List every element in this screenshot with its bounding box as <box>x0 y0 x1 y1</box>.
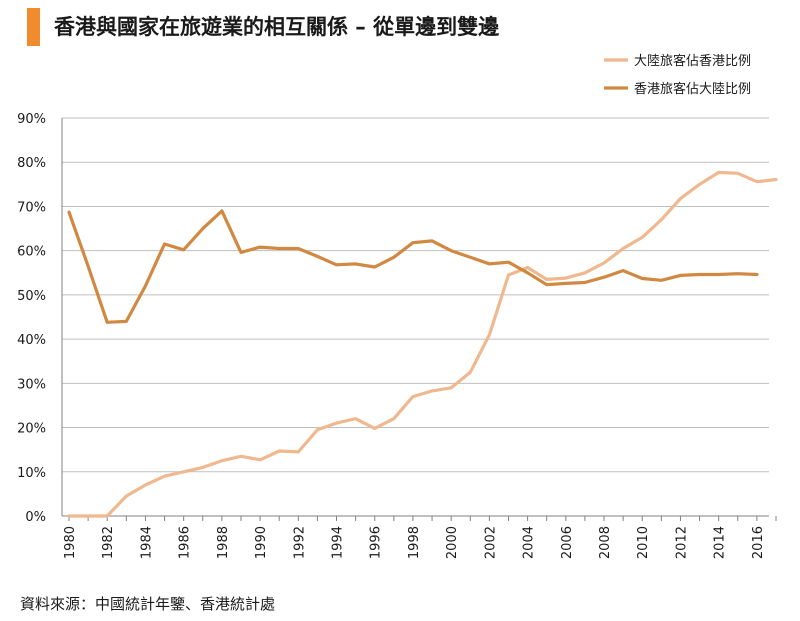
x-tick-label: 1994 <box>331 526 346 559</box>
x-tick-label: 1988 <box>216 526 231 559</box>
legend-label-2: 香港旅客佔大陸比例 <box>634 81 751 97</box>
x-tick-label: 2008 <box>598 526 613 559</box>
x-tick-label: 2004 <box>522 526 537 559</box>
y-tick-label: 0% <box>25 510 46 525</box>
x-tick-label: 1996 <box>369 526 384 559</box>
x-tick-label: 2014 <box>713 526 728 559</box>
x-tick-label: 1980 <box>63 526 78 559</box>
y-tick-label: 30% <box>17 377 46 392</box>
chart-title: 香港與國家在旅遊業的相互關係 – 從單邊到雙邊 <box>54 15 500 39</box>
x-tick-label: 1984 <box>139 526 154 559</box>
series-line-1 <box>67 170 778 518</box>
x-tick-label: 2000 <box>445 526 460 559</box>
y-tick-label: 90% <box>17 112 46 127</box>
y-tick-label: 10% <box>17 466 46 481</box>
legend-label-1: 大陸旅客佔香港比例 <box>634 53 751 69</box>
y-tick-label: 40% <box>17 333 46 348</box>
y-tick-label: 80% <box>17 156 46 171</box>
y-tick-label: 60% <box>17 245 46 260</box>
source-note: 資料來源：中國統計年鑒、香港統計處 <box>20 595 276 613</box>
x-tick-label: 1982 <box>101 526 116 559</box>
y-tick-label: 50% <box>17 289 46 304</box>
title-accent-bar <box>27 8 40 46</box>
x-tick-label: 2006 <box>560 526 575 559</box>
y-tick-label: 20% <box>17 422 46 437</box>
x-tick-label: 2016 <box>751 526 766 559</box>
x-tick-label: 1998 <box>407 526 422 559</box>
x-tick-label: 1990 <box>254 526 269 559</box>
x-tick-label: 1992 <box>292 526 307 559</box>
x-tick-label: 2002 <box>483 526 498 559</box>
series-line-2 <box>67 209 759 324</box>
x-tick-label: 1986 <box>178 526 193 559</box>
x-tick-label: 2012 <box>674 526 689 559</box>
x-tick-label: 2010 <box>636 526 651 559</box>
y-tick-label: 70% <box>17 200 46 215</box>
